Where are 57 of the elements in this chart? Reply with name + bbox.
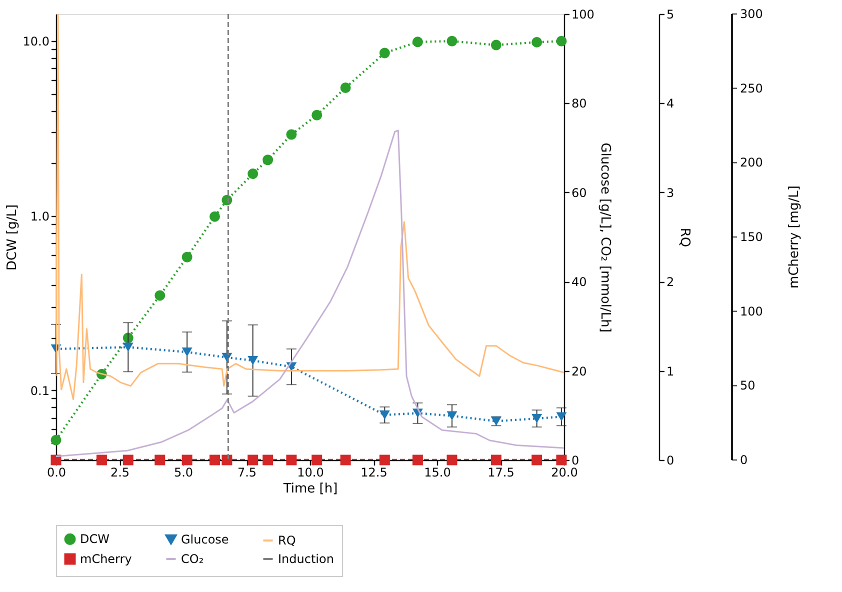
point	[210, 211, 220, 222]
point	[50, 434, 62, 446]
x-tick-label: 20.0	[551, 466, 578, 480]
point	[248, 168, 258, 180]
y-tick-label: 1.0	[30, 209, 50, 224]
text: mCherry [mg/L]	[787, 186, 802, 288]
x-tick-label: 17.5	[488, 466, 514, 480]
x-tick-label: 7.5	[237, 466, 257, 480]
y3-axis-title: RQ	[677, 228, 692, 248]
point	[312, 110, 322, 120]
text: 200	[740, 156, 763, 170]
y3-tick-label: 0	[666, 454, 674, 468]
y2-tick-label: 100	[572, 8, 594, 22]
x-tick-label: 10.0	[297, 466, 324, 480]
legend-label: CO₂	[181, 552, 204, 566]
y3-tick-label: 5	[666, 8, 674, 22]
point	[412, 36, 423, 48]
x-tick-label: 15.0	[424, 466, 451, 480]
point	[446, 36, 458, 46]
point	[379, 48, 390, 58]
legend-label: Glucose	[181, 532, 229, 546]
y2-tick-label: 20	[572, 364, 587, 378]
y3-tick-label: 4	[666, 96, 674, 111]
text: 300	[740, 7, 763, 21]
x-tick-label: 12.5	[360, 466, 388, 480]
legend-label: mCherry	[80, 552, 132, 566]
point	[286, 129, 297, 140]
x-axis-title: Time [h]	[282, 482, 338, 496]
y-tick-label: 0.1	[30, 384, 50, 398]
point	[340, 82, 351, 93]
y2-tick-label: 0	[572, 454, 580, 468]
y-tick-label: 10.0	[22, 34, 50, 49]
point	[262, 154, 274, 166]
y-axis-title: DCW [g/L]	[4, 204, 20, 271]
y2-tick-label: 80	[572, 96, 587, 111]
text: 50	[740, 378, 756, 393]
text: 100	[740, 304, 763, 318]
y2-tick-label: 60	[572, 186, 587, 200]
y3-tick-label: 2	[666, 275, 674, 290]
legend-label: DCW	[80, 532, 110, 546]
point	[154, 290, 166, 301]
point	[556, 36, 567, 46]
text: 0	[740, 453, 748, 467]
legend-label: RQ	[278, 534, 296, 548]
y3-tick-label: 1	[666, 364, 674, 378]
text: 250	[740, 81, 763, 96]
point	[532, 36, 542, 48]
text: 150	[740, 230, 763, 244]
y2-tick-label: 40	[572, 275, 587, 290]
point	[490, 40, 502, 50]
y2-axis-title: Glucose [g/L], CO₂ [mmol/Lh]	[597, 142, 612, 332]
point	[182, 252, 192, 262]
x-tick-label: 2.5	[110, 466, 130, 480]
y3-tick-label: 3	[666, 186, 674, 200]
x-tick-label: 5.0	[174, 466, 194, 480]
x-tick-label: 0.0	[46, 466, 66, 480]
legend-label: Induction	[278, 552, 334, 566]
